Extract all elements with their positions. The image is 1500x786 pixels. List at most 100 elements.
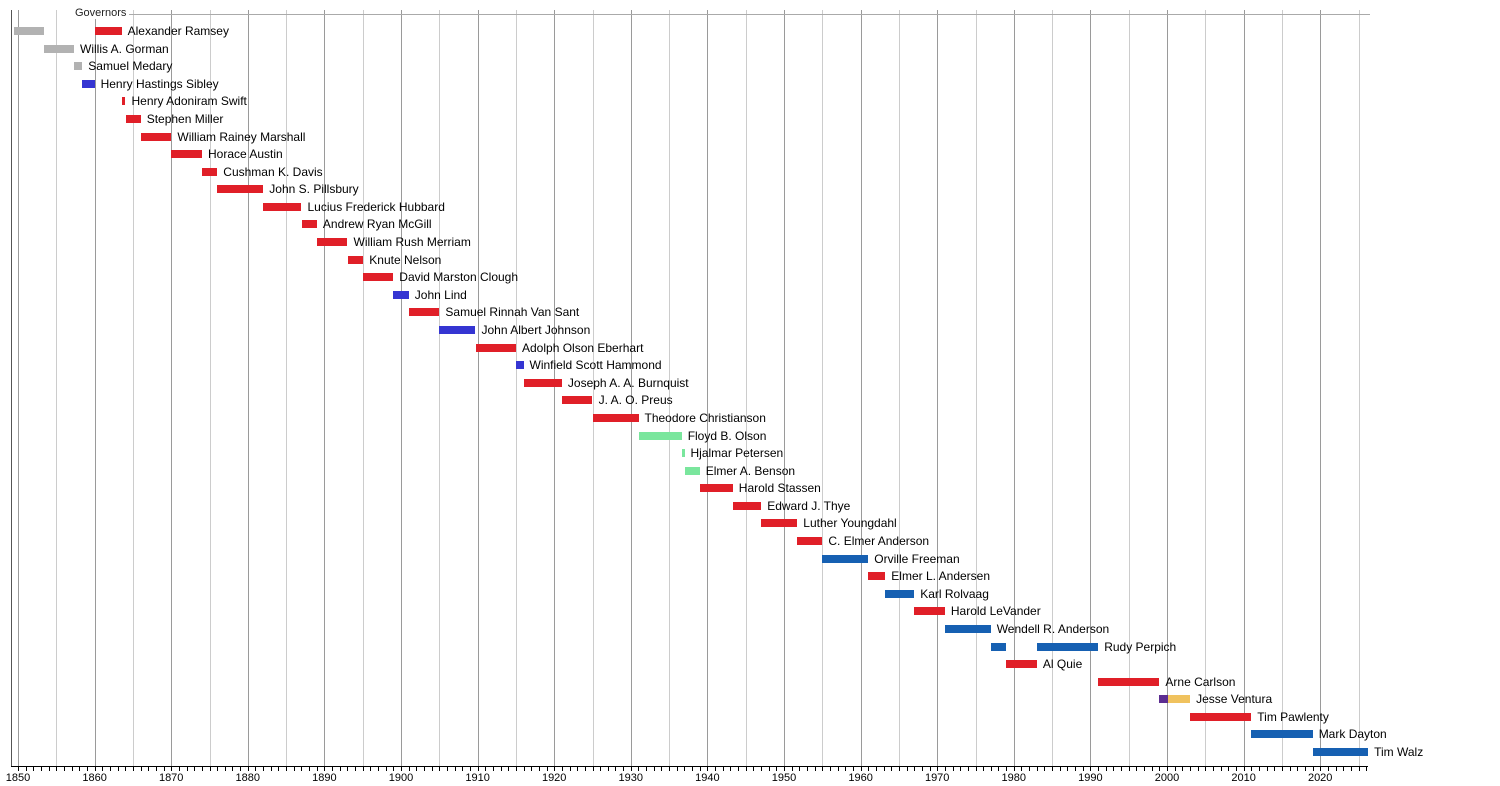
governor-name-label: Edward J. Thye: [767, 498, 851, 513]
axis-tick: [140, 767, 142, 771]
governor-name-label: J. A. O. Preus: [598, 393, 673, 408]
axis-tick: [186, 767, 188, 771]
axis-tick: [1258, 767, 1260, 771]
axis-tick: [431, 767, 433, 771]
axis-year-label: 1870: [158, 772, 184, 784]
axis-tick: [990, 767, 992, 771]
axis-tick: [263, 767, 265, 771]
axis-tick: [125, 767, 127, 771]
axis-tick: [401, 767, 402, 771]
axis-tick: [171, 767, 173, 771]
axis-year-label: 1910: [465, 772, 490, 784]
governor-name-label: Al Quie: [1042, 657, 1083, 672]
axis-tick: [1304, 767, 1306, 771]
axis-year-label: 1890: [312, 772, 337, 784]
axis-tick: [446, 767, 448, 771]
axis-tick: [462, 767, 464, 771]
half-decade-gridline: [1128, 10, 1130, 766]
axis-tick: [1159, 767, 1161, 771]
governor-bar: [944, 624, 991, 633]
axis-tick: [791, 767, 793, 771]
axis-tick: [646, 767, 648, 771]
governor-bar: [43, 44, 74, 53]
axis-tick: [937, 767, 939, 771]
axis-tick: [454, 767, 456, 771]
axis-year-label: 1970: [924, 772, 950, 784]
axis-tick: [883, 767, 885, 771]
axis-tick: [1128, 767, 1130, 771]
governor-bar: [516, 361, 524, 370]
axis-tick: [868, 767, 870, 771]
axis-tick: [508, 767, 510, 771]
governor-name-label: Rudy Perpich: [1104, 639, 1177, 654]
governor-bar: [885, 589, 915, 598]
decade-gridline: [937, 10, 939, 766]
decade-gridline: [171, 10, 173, 766]
axis-tick: [48, 767, 50, 771]
axis-tick: [1121, 767, 1123, 771]
half-decade-gridline: [898, 10, 900, 766]
governor-bar: [592, 413, 639, 422]
governor-bar: [347, 255, 364, 264]
axis-tick: [967, 767, 969, 771]
axis-tick: [1197, 767, 1199, 771]
axis-year-label: 2000: [1154, 772, 1180, 784]
governor-bar: [217, 185, 264, 194]
governor-name-label: Wendell R. Anderson: [996, 621, 1110, 636]
governor-name-label: Floyd B. Olson: [687, 428, 767, 443]
axis-tick: [1327, 767, 1329, 771]
axis-tick: [1098, 767, 1100, 771]
axis-tick: [1312, 767, 1314, 771]
half-decade-gridline: [1052, 10, 1054, 766]
axis-tick: [163, 767, 165, 771]
axis-tick: [523, 767, 525, 771]
axis-tick: [676, 767, 678, 771]
axis-tick: [738, 767, 740, 771]
axis-tick: [1212, 767, 1214, 771]
axis-tick: [355, 767, 357, 771]
axis-tick: [1182, 767, 1184, 771]
axis-tick: [25, 767, 27, 771]
axis-tick: [653, 767, 655, 771]
decade-gridline: [1090, 10, 1092, 766]
axis-tick: [1006, 767, 1008, 771]
governor-bar: [171, 150, 202, 159]
governor-bar: [393, 290, 409, 299]
axis-tick: [638, 767, 640, 771]
plot-left-border: [11, 10, 13, 766]
axis-tick: [1174, 767, 1176, 771]
axis-tick: [944, 767, 946, 771]
axis-tick: [33, 767, 35, 771]
axis-tick: [577, 767, 579, 771]
governor-bar: [1312, 748, 1369, 756]
axis-tick: [600, 767, 602, 771]
governor-name-label: Knute Nelson: [369, 252, 442, 267]
half-decade-gridline: [209, 10, 211, 766]
axis-tick: [607, 767, 609, 771]
axis-tick: [155, 767, 157, 771]
axis-tick: [194, 767, 196, 771]
axis-tick: [1036, 767, 1038, 771]
governor-name-label: John S. Pillsbury: [269, 182, 359, 197]
axis-tick: [324, 767, 326, 771]
axis-tick: [209, 767, 211, 771]
decade-gridline: [18, 10, 19, 766]
axis-tick: [538, 767, 540, 771]
axis-tick: [439, 767, 441, 771]
axis-tick: [217, 767, 219, 771]
axis-tick: [1205, 767, 1207, 771]
axis-tick: [623, 767, 625, 771]
plot-top-line: [126, 14, 1370, 15]
axis-year-label: 1860: [82, 772, 107, 784]
axis-tick: [745, 767, 747, 771]
axis-tick: [829, 767, 831, 771]
axis-tick: [270, 767, 272, 771]
governor-bar: [125, 114, 141, 123]
axis-tick: [898, 767, 900, 771]
axis-tick: [109, 767, 111, 771]
axis-tick: [469, 767, 471, 771]
axis-tick: [699, 767, 701, 771]
decade-gridline: [860, 10, 862, 766]
decade-gridline: [784, 10, 785, 766]
axis-tick: [906, 767, 908, 771]
